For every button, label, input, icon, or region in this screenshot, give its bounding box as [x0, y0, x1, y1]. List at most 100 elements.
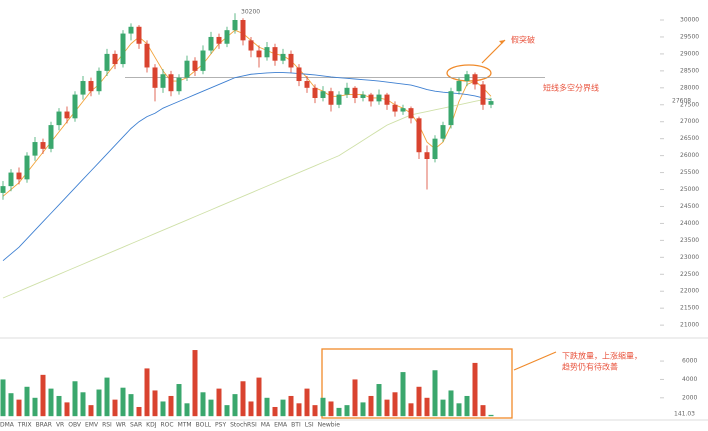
candle-body — [184, 60, 190, 78]
candle-body — [400, 108, 406, 112]
indicator-tab[interactable]: EMA — [274, 422, 288, 429]
volume-bar — [136, 406, 142, 417]
candle-body — [464, 74, 470, 82]
volume-bar — [256, 377, 262, 417]
candle-body — [104, 53, 110, 71]
y-tick-label: 4000 — [682, 376, 697, 383]
candle-body — [208, 36, 214, 51]
candle-body — [112, 53, 118, 65]
candle-body — [392, 104, 398, 112]
price-tag: 27608 — [672, 98, 691, 105]
volume-bar — [480, 405, 486, 417]
volume-bar — [0, 379, 6, 417]
y-tick-label: 2000 — [682, 394, 697, 401]
indicator-tab[interactable]: TRIX — [17, 422, 32, 429]
y-tick-label: 29000 — [680, 50, 699, 57]
candle-body — [272, 47, 278, 61]
volume-bar — [40, 374, 46, 417]
candle-body — [144, 43, 150, 68]
volume-bar — [48, 388, 54, 417]
volume-bar — [160, 401, 166, 417]
candle-body — [168, 74, 174, 92]
candle-body — [376, 94, 382, 102]
volume-bar — [272, 406, 278, 417]
indicator-tab[interactable]: SAR — [130, 422, 142, 429]
volume-bar — [448, 390, 454, 417]
candle-body — [288, 53, 294, 68]
candle-body — [488, 101, 494, 105]
volume-bar — [176, 384, 182, 417]
candle-body — [56, 111, 62, 126]
indicator-tab[interactable]: LSI — [305, 422, 314, 429]
indicator-tab[interactable]: MTM — [178, 422, 192, 429]
y-tick-label: 24000 — [680, 220, 699, 227]
candle-body — [32, 142, 38, 156]
indicator-tab[interactable]: ROC — [160, 422, 173, 429]
indicator-tab[interactable]: EMV — [85, 422, 99, 429]
volume-bar — [224, 405, 230, 417]
candle-body — [416, 118, 422, 153]
volume-bar — [144, 368, 150, 417]
indicator-tab[interactable]: OBV — [68, 422, 82, 429]
volume-bar — [168, 395, 174, 417]
candle-body — [152, 67, 158, 88]
volume-bar — [152, 390, 158, 417]
indicator-tab[interactable]: MA — [261, 422, 271, 429]
volume-bar — [472, 362, 478, 417]
candle-body — [16, 172, 22, 180]
indicator-tab[interactable]: VR — [56, 422, 64, 429]
volume-bar — [240, 381, 246, 417]
annotation: 下跌放量，上涨缩量， — [562, 351, 642, 361]
indicator-tab[interactable]: Newbie — [318, 422, 341, 429]
volume-bar — [344, 405, 350, 417]
candle-body — [120, 33, 126, 65]
candle-body — [344, 87, 350, 95]
volume-bar — [400, 372, 406, 417]
volume-bar — [456, 403, 462, 417]
candle-body — [160, 74, 166, 88]
y-tick-label: 27000 — [680, 118, 699, 125]
indicator-tab[interactable]: BOLL — [196, 422, 212, 429]
volume-bar — [8, 393, 14, 417]
volume-bar — [264, 397, 270, 417]
candle-body — [0, 186, 6, 193]
candle-body — [88, 81, 94, 92]
volume-bar — [384, 399, 390, 417]
candle-body — [8, 172, 14, 187]
indicator-tab[interactable]: RSI — [102, 422, 112, 429]
volume-bar — [488, 414, 494, 417]
candle-body — [80, 81, 86, 95]
indicator-tab[interactable]: KDJ — [146, 422, 157, 429]
y-tick-label: 26000 — [680, 152, 699, 159]
y-tick-label: 25500 — [680, 169, 699, 176]
volume-bar — [408, 403, 414, 417]
indicator-tab[interactable]: BRAR — [36, 422, 52, 429]
volume-bar — [328, 401, 334, 417]
indicator-tab[interactable]: WR — [116, 422, 126, 429]
volume-bar — [192, 350, 198, 417]
volume-bar — [248, 401, 254, 417]
candle-body — [136, 26, 142, 44]
indicator-tab[interactable]: StochRSI — [230, 422, 257, 429]
volume-bar — [352, 379, 358, 417]
y-tick-label: 22000 — [680, 288, 699, 295]
indicator-tab[interactable]: DMA — [0, 422, 15, 429]
candle-body — [320, 91, 326, 98]
indicator-tab[interactable]: PSY — [215, 422, 226, 429]
candle-body — [432, 138, 438, 160]
candle-body — [216, 36, 222, 44]
candle-body — [96, 70, 102, 92]
indicator-tab[interactable]: BTI — [291, 422, 301, 429]
volume-bar — [104, 377, 110, 417]
y-tick-label: 24500 — [680, 203, 699, 210]
volume-bar — [376, 384, 382, 417]
annotation: 短线多空分界线 — [543, 83, 599, 93]
volume-bar — [72, 381, 78, 417]
candle-body — [40, 142, 46, 149]
volume-bar — [80, 392, 86, 417]
volume-bar — [296, 403, 302, 417]
candle-body — [64, 111, 70, 119]
volume-bar — [336, 407, 342, 417]
volume-bar — [184, 403, 190, 417]
volume-bar — [24, 386, 30, 417]
